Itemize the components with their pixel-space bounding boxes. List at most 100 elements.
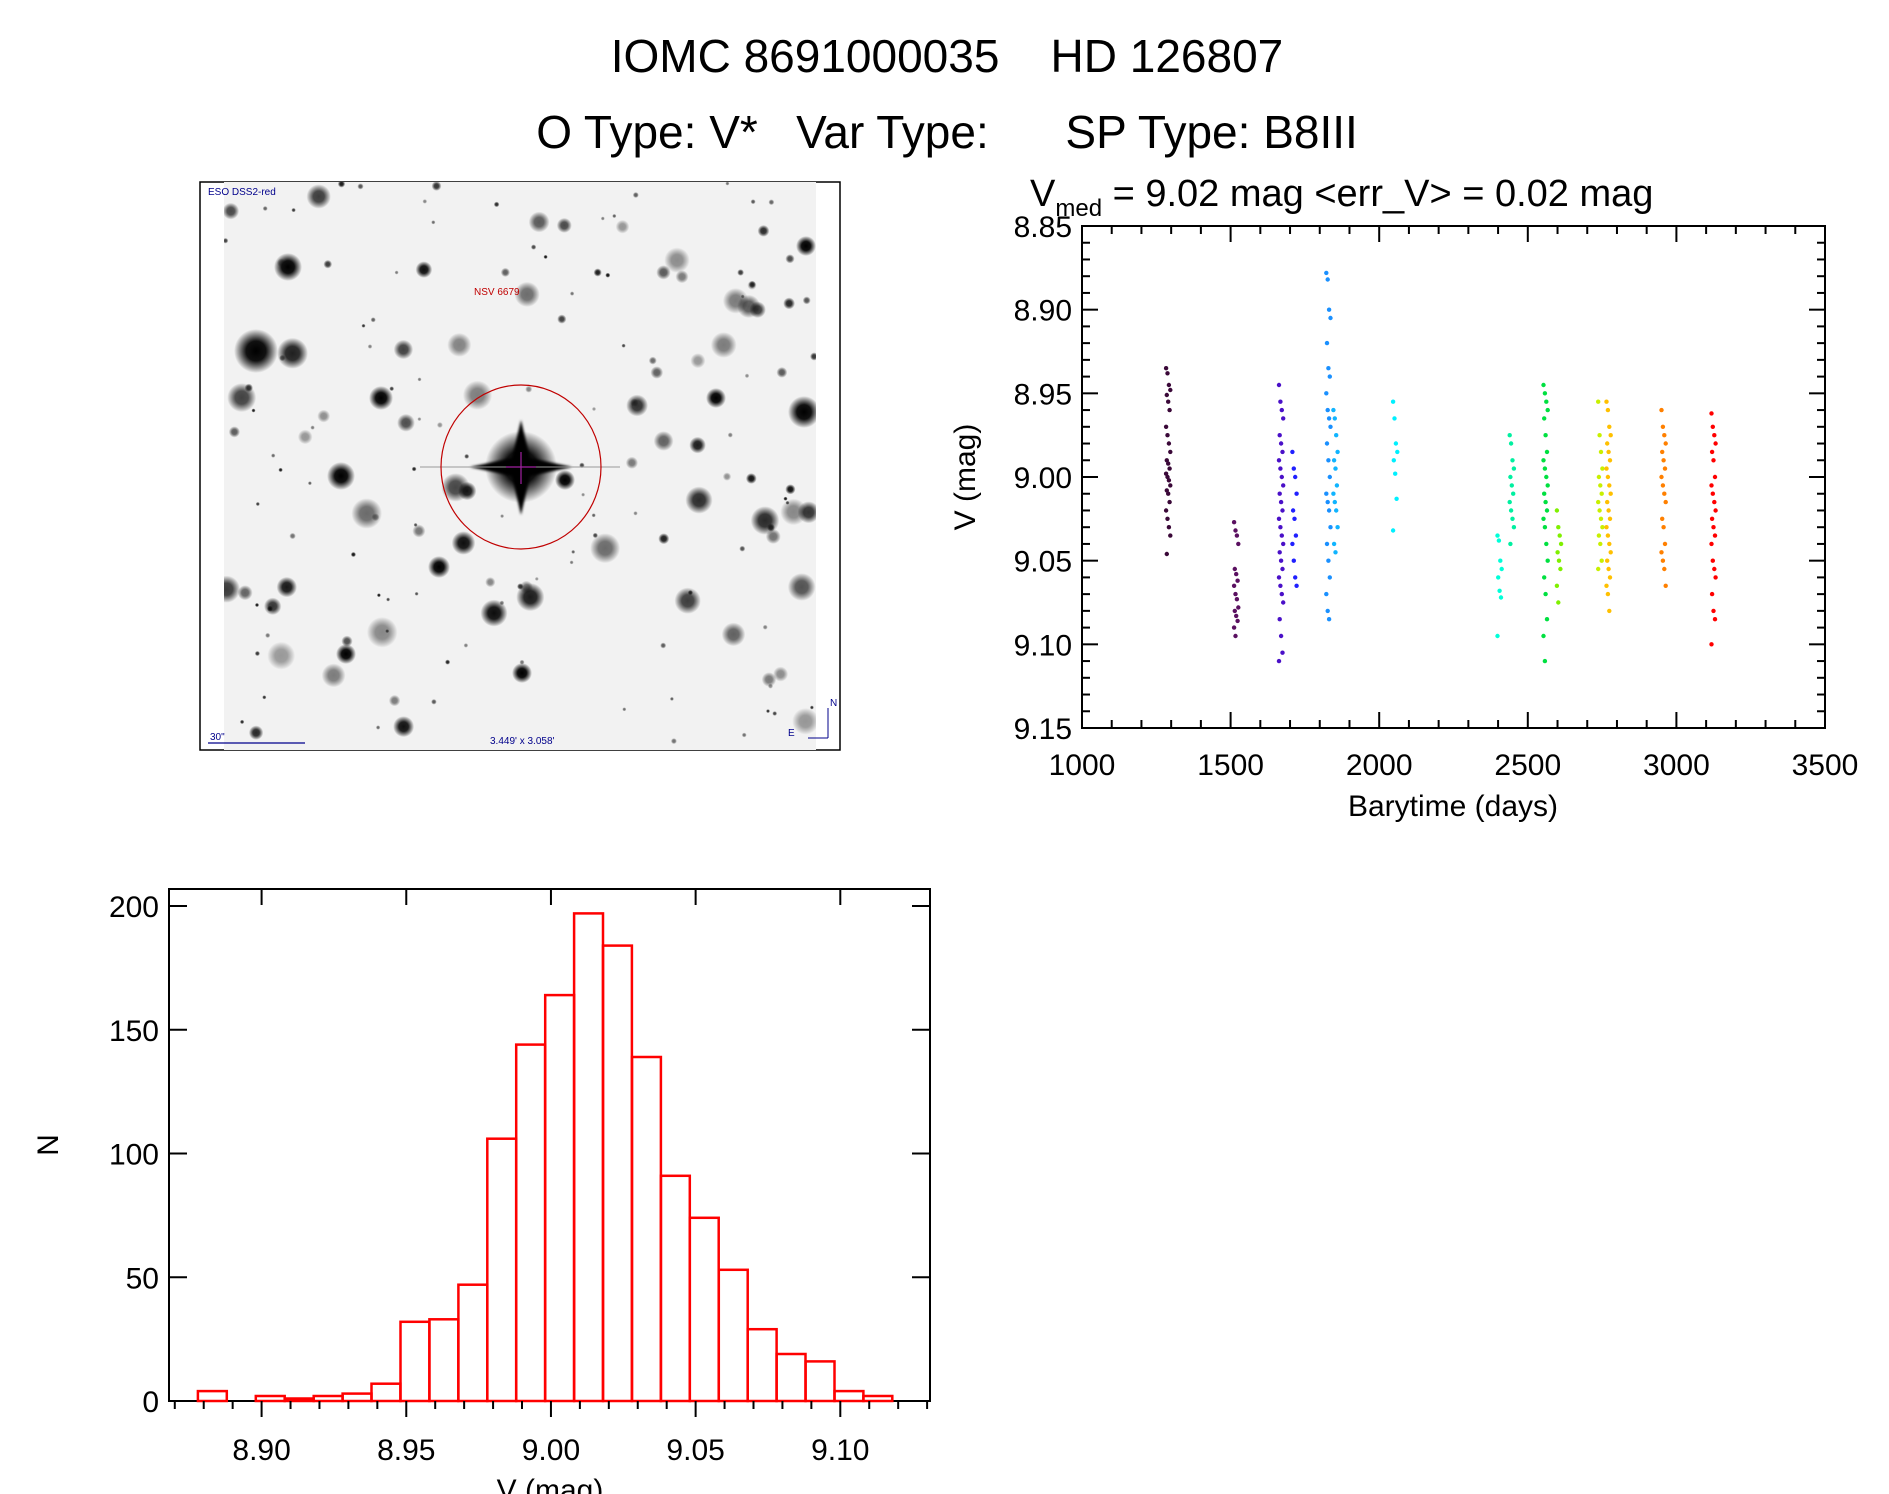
data-point [1558,566,1563,572]
data-point [1496,575,1501,580]
data-point [1166,525,1172,530]
data-point [1392,416,1397,421]
data-point [1232,566,1238,572]
data-point [1278,499,1284,505]
data-point [1278,558,1284,563]
data-point [1332,416,1338,421]
star [350,551,356,558]
star [414,591,419,596]
histogram-ticks: 8.90 8.95 9.00 9.05 9.10 0 50 100 150 200 [109,889,930,1467]
data-point [1233,528,1238,533]
star [393,716,415,738]
data-point [1710,424,1716,429]
east-label: E [788,728,795,739]
data-point [1544,449,1550,455]
star [765,529,781,544]
data-point [1511,525,1517,530]
data-point [1278,525,1283,530]
data-point [1606,508,1611,513]
data-point [1324,340,1330,346]
data-point [1511,491,1516,496]
data-point [1234,533,1240,538]
data-point [1541,458,1546,463]
star [516,583,545,612]
data-point [1278,466,1283,471]
star [543,254,548,259]
data-point [1281,600,1286,605]
star [458,481,477,501]
data-point [1393,441,1399,446]
x-tick-label: 9.00 [522,1434,580,1467]
data-point [1168,483,1173,488]
star [411,466,417,472]
data-point [1332,499,1338,505]
histogram-bar [399,1320,431,1403]
histogram-bar [196,1389,229,1403]
star [773,666,789,682]
data-point [1281,416,1286,421]
data-point [1660,516,1665,521]
data-point [1324,591,1329,597]
star [248,725,264,740]
data-point [1325,608,1330,614]
star [514,281,540,307]
data-point [1507,499,1512,505]
data-point [1390,528,1396,533]
data-point [1544,399,1549,404]
data-point [1558,541,1564,547]
data-point [1278,441,1284,446]
star [251,408,256,413]
data-point [1545,558,1550,563]
star [264,597,282,615]
data-point [1554,508,1560,513]
data-point [1605,441,1610,446]
star [371,513,380,522]
star [367,344,373,349]
data-point [1326,558,1331,563]
bright-star [234,329,278,373]
data-point [1709,483,1714,488]
survey-label: ESO DSS2-red [208,187,276,198]
data-point [1324,541,1330,547]
data-point [1168,533,1173,538]
data-point [1712,533,1718,538]
data-point [1604,525,1609,530]
data-point [1607,516,1613,521]
y-tick-label: 200 [109,891,159,924]
data-point [1168,449,1173,455]
data-point [1597,433,1602,438]
star [630,398,639,407]
star [690,353,706,369]
data-point [1280,449,1285,455]
data-point [1233,633,1238,639]
data-point [1234,613,1239,619]
data-point [1608,491,1613,496]
star [569,291,575,296]
data-point [1393,471,1398,476]
histogram-bar [862,1394,894,1403]
data-point [1165,516,1170,521]
data-point [1663,441,1668,446]
data-point [1231,520,1237,525]
data-point [1328,525,1333,530]
data-point [1231,625,1237,630]
data-point [1277,491,1282,496]
data-point [1596,533,1602,538]
data-point [1542,491,1547,496]
data-point [1659,474,1664,480]
star [278,467,283,473]
data-point [1597,508,1602,513]
data-point [1279,474,1285,480]
bright-star [369,386,393,410]
star [422,199,428,204]
star [669,696,674,701]
star [341,635,353,647]
star [417,377,422,382]
histogram-bar [312,1394,344,1403]
star [445,659,451,665]
star [267,641,296,670]
star [227,383,257,413]
data-point [1276,658,1282,664]
star [394,270,399,275]
star [633,511,638,516]
